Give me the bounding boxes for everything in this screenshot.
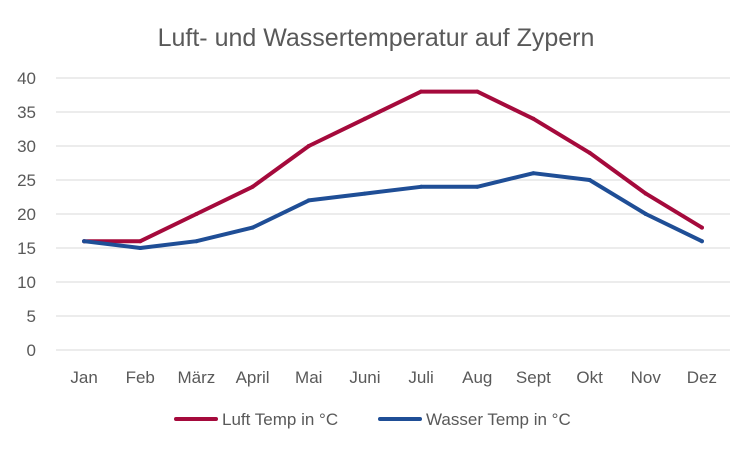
y-tick-label: 30 xyxy=(17,137,36,156)
y-tick-label: 15 xyxy=(17,239,36,258)
y-tick-label: 35 xyxy=(17,103,36,122)
y-tick-label: 40 xyxy=(17,69,36,88)
data-point xyxy=(250,225,255,230)
x-tick-label: Jan xyxy=(70,368,97,387)
legend-label-1: Wasser Temp in °C xyxy=(426,410,571,429)
data-point xyxy=(699,225,704,230)
data-point xyxy=(587,178,592,182)
x-tick-label: März xyxy=(178,368,216,387)
data-point xyxy=(419,184,424,189)
data-point xyxy=(250,184,255,189)
x-tick-label: Juli xyxy=(408,368,434,387)
data-point xyxy=(362,191,367,196)
data-point xyxy=(138,239,143,244)
x-tick-label: Nov xyxy=(631,368,662,387)
data-point xyxy=(419,89,424,94)
y-tick-label: 5 xyxy=(27,307,36,326)
y-tick-label: 20 xyxy=(17,205,36,224)
x-tick-label: April xyxy=(236,368,270,387)
series-line-0 xyxy=(82,89,704,244)
data-point xyxy=(643,212,648,216)
x-tick-label: Dez xyxy=(687,368,717,387)
y-tick-label: 25 xyxy=(17,171,36,190)
y-tick-label: 10 xyxy=(17,273,36,292)
data-point xyxy=(194,212,199,216)
data-point xyxy=(699,239,704,244)
data-point xyxy=(531,116,536,121)
chart-title: Luft- und Wassertemperatur auf Zypern xyxy=(158,24,595,52)
data-point xyxy=(362,116,367,121)
y-axis-ticks: 0 5 10 15 20 25 30 35 40 xyxy=(17,69,36,360)
data-point xyxy=(475,184,480,189)
x-tick-label: Aug xyxy=(462,368,492,387)
legend: Luft Temp in °C Wasser Temp in °C xyxy=(174,410,571,429)
y-tick-label: 0 xyxy=(27,341,36,360)
data-point xyxy=(138,246,143,250)
x-tick-label: Mai xyxy=(295,368,322,387)
data-point xyxy=(587,150,592,155)
x-tick-label: Juni xyxy=(349,368,380,387)
x-tick-label: Okt xyxy=(576,368,603,387)
data-point xyxy=(306,144,311,148)
legend-label-0: Luft Temp in °C xyxy=(222,410,338,429)
x-tick-label: Feb xyxy=(126,368,155,387)
series-lines xyxy=(82,89,704,250)
data-point xyxy=(194,239,199,244)
x-axis-ticks: Jan Feb März April Mai Juni Juli Aug Sept Okt Nov D… xyxy=(70,368,717,387)
data-point xyxy=(306,198,311,203)
gridlines xyxy=(56,77,730,351)
data-point xyxy=(82,239,87,244)
data-point xyxy=(475,89,480,94)
data-point xyxy=(643,191,648,196)
x-tick-label: Sept xyxy=(516,368,551,387)
data-point xyxy=(531,171,536,176)
series-line-1 xyxy=(82,171,704,250)
